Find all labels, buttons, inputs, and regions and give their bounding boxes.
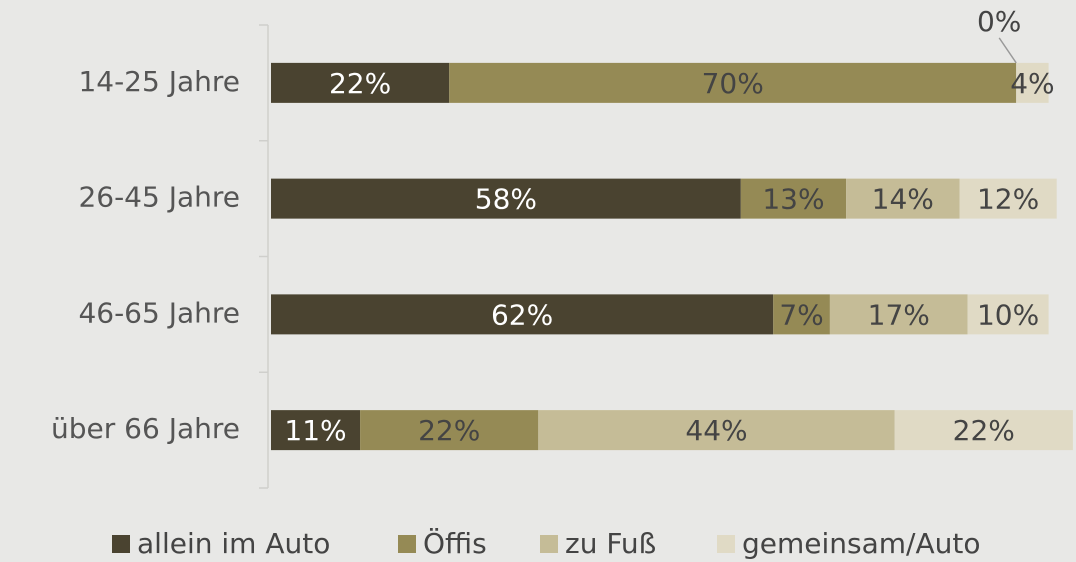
bar-segment xyxy=(360,410,539,451)
data-label: 11% xyxy=(284,414,346,447)
bar-segment xyxy=(449,62,1017,103)
bar-segment xyxy=(894,410,1073,451)
bar-segment xyxy=(271,62,450,103)
data-label: 7% xyxy=(779,298,823,331)
legend-swatch xyxy=(112,535,130,553)
data-label: 4% xyxy=(1010,67,1054,100)
legend-label: zu Fuß xyxy=(565,527,656,560)
bar-segment xyxy=(773,294,830,335)
bar-segment xyxy=(740,178,847,219)
legend-label: allein im Auto xyxy=(137,527,330,560)
y-tick-label: 26-45 Jahre xyxy=(78,181,240,214)
data-label: 0% xyxy=(977,5,1021,38)
legend-label: gemeinsam/Auto xyxy=(742,527,981,560)
data-label: 22% xyxy=(418,414,480,447)
data-label: 22% xyxy=(329,67,391,100)
bar-segment xyxy=(959,178,1057,219)
leader-line xyxy=(998,37,1017,64)
data-label: 44% xyxy=(685,414,747,447)
data-label: 70% xyxy=(702,67,764,100)
data-label: 13% xyxy=(762,183,824,216)
legend-swatch xyxy=(398,535,416,553)
bar-segment xyxy=(829,294,968,335)
y-tick-label: 14-25 Jahre xyxy=(78,65,240,98)
legend-swatch xyxy=(540,535,558,553)
legend-swatch xyxy=(717,535,735,553)
bar-segment xyxy=(271,410,361,451)
data-label: 12% xyxy=(977,183,1039,216)
bar-segment xyxy=(271,178,741,219)
data-label: 14% xyxy=(872,183,934,216)
bar-segment xyxy=(846,178,960,219)
bar-segment xyxy=(538,410,895,451)
bar-segment xyxy=(1016,62,1049,103)
legend-label: Öffis xyxy=(423,526,487,560)
data-label: 10% xyxy=(977,298,1039,331)
data-label: 62% xyxy=(491,298,553,331)
bar-segment xyxy=(271,294,774,335)
data-label: 17% xyxy=(868,298,930,331)
data-label: 58% xyxy=(475,183,537,216)
y-tick-label: 46-65 Jahre xyxy=(78,296,240,329)
y-tick-label: über 66 Jahre xyxy=(51,412,240,445)
data-label: 22% xyxy=(953,414,1015,447)
bar-segment xyxy=(967,294,1049,335)
